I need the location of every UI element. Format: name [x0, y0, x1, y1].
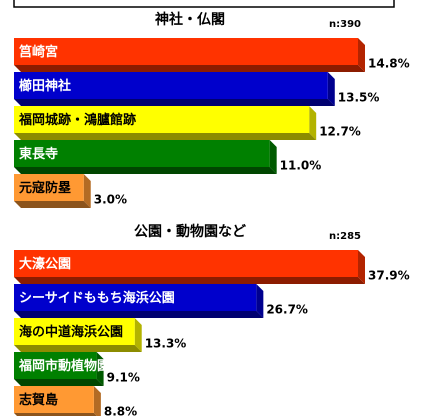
- bar-side: [96, 352, 104, 386]
- bar-side: [269, 140, 277, 174]
- bar-side: [93, 386, 101, 416]
- bar-bottom: [14, 379, 104, 386]
- bar: [14, 284, 257, 311]
- bar-label: 大濠公園: [19, 256, 71, 272]
- chart-title: 公園・動物園など: [134, 223, 246, 240]
- bar-bottom: [14, 345, 142, 352]
- bar-bottom: [14, 133, 317, 140]
- bar-side: [327, 72, 335, 106]
- bar: [14, 106, 310, 133]
- value-label: 9.1%: [107, 371, 140, 385]
- sample-size: n:285: [329, 231, 361, 242]
- bar-bottom: [14, 65, 365, 72]
- bar: [14, 174, 84, 201]
- bar-label: 福岡城跡・鴻臚館跡: [18, 112, 136, 128]
- bar: [14, 38, 358, 65]
- bar-side: [256, 284, 264, 318]
- chart-title: 神社・仏閣: [155, 11, 225, 28]
- bar-bottom: [14, 413, 97, 416]
- value-label: 13.5%: [338, 91, 380, 105]
- bar-label: 東長寺: [19, 146, 58, 162]
- value-label: 37.9%: [368, 269, 410, 283]
- bar-bottom: [14, 99, 335, 106]
- value-label: 26.7%: [266, 303, 308, 317]
- bar: [14, 250, 358, 277]
- value-label: 13.3%: [145, 337, 187, 351]
- bar-label: 元寇防塁: [19, 180, 71, 196]
- bar-bottom: [14, 311, 264, 318]
- bar: [14, 72, 328, 99]
- value-label: 11.0%: [280, 159, 322, 173]
- bar-label: 福岡市動植物園: [18, 358, 110, 374]
- bar-label: シーサイドももち海浜公園: [19, 290, 175, 306]
- bar-side: [358, 38, 365, 72]
- bar-label: 志賀島: [19, 392, 58, 408]
- value-label: 14.8%: [368, 57, 410, 71]
- bar-bottom: [14, 167, 277, 174]
- value-label: 3.0%: [94, 193, 127, 207]
- bar: [14, 140, 270, 167]
- bar-label: 櫛田神社: [19, 78, 71, 94]
- bar-side: [358, 250, 365, 284]
- bar-side: [83, 174, 91, 208]
- bar-label: 海の中道海浜公園: [19, 324, 123, 340]
- bar-bottom: [14, 277, 365, 284]
- bar: [14, 318, 135, 345]
- value-label: 12.7%: [319, 125, 361, 139]
- frame: [13, 0, 395, 8]
- bar: [14, 386, 94, 413]
- bar-bottom: [14, 201, 91, 208]
- bar: [14, 352, 97, 379]
- sample-size: n:390: [329, 19, 361, 30]
- bar-label: 筥崎宮: [19, 44, 58, 60]
- value-label: 8.8%: [104, 405, 137, 416]
- bar-side: [309, 106, 317, 140]
- bar-side: [134, 318, 142, 352]
